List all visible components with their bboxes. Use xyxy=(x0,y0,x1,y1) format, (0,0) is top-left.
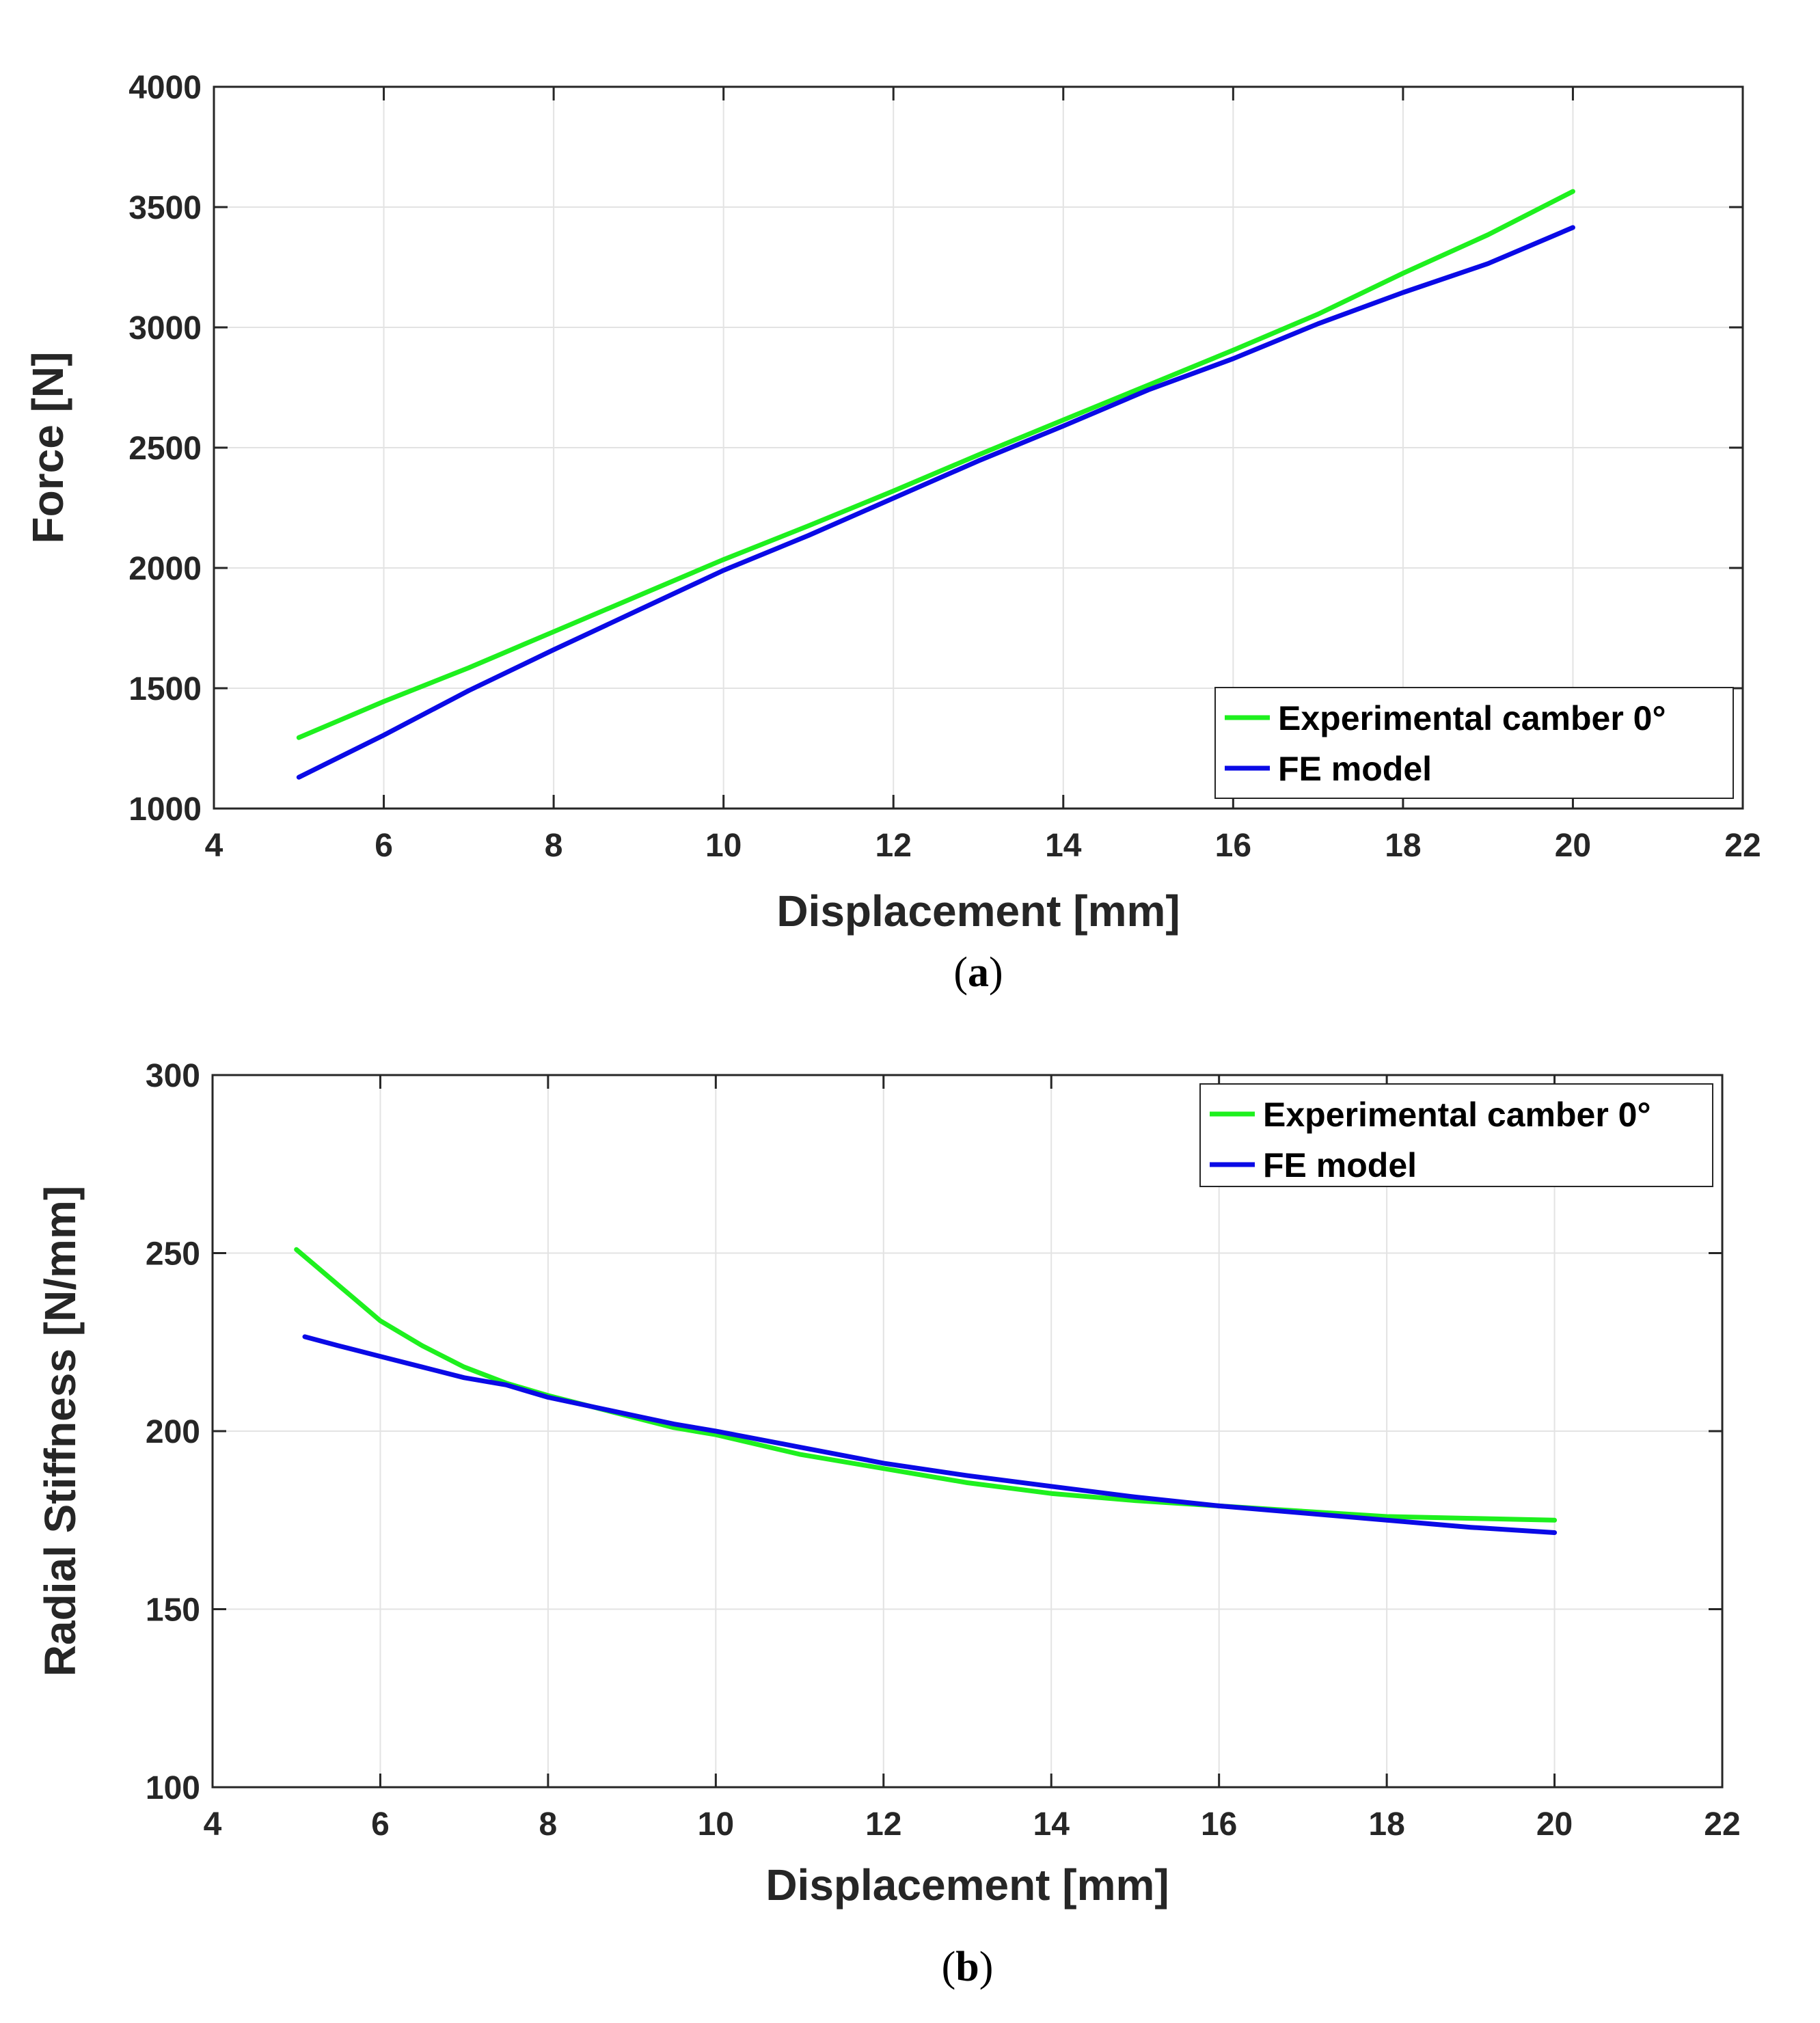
panel-caption: (b) xyxy=(942,1944,994,1990)
caption-open: ( xyxy=(953,949,968,996)
chart-panel-b: 4 6 8 10 12 14 16 18 20 22 100 150 200 250 300 Displace… xyxy=(36,1058,1741,1990)
x-tick-label: 20 xyxy=(1555,828,1591,864)
caption-close: ) xyxy=(989,949,1003,996)
x-tick-label: 6 xyxy=(371,1806,390,1843)
y-tick-label: 3000 xyxy=(128,310,202,347)
x-tick-label: 20 xyxy=(1536,1806,1573,1843)
legend-box xyxy=(1199,1083,1713,1187)
x-tick-label: 6 xyxy=(375,828,393,864)
y-tick-label: 3500 xyxy=(128,190,202,226)
y-tick-label: 100 xyxy=(146,1770,200,1806)
x-tick-label: 18 xyxy=(1385,828,1421,864)
x-tick-label: 18 xyxy=(1368,1806,1404,1843)
legend: Experimental camber 0° FE model xyxy=(1214,687,1734,799)
chart-panel-a: 4 6 8 10 12 14 16 18 20 22 1000 1500 2000 2500 3000 350… xyxy=(23,70,1761,996)
x-tick-label: 8 xyxy=(545,828,563,864)
x-tick-label: 4 xyxy=(204,1806,222,1843)
caption-letter: b xyxy=(955,1944,979,1990)
y-tick-label: 2000 xyxy=(128,551,202,587)
legend: Experimental camber 0° FE model xyxy=(1199,1083,1713,1187)
y-tick-label: 250 xyxy=(146,1236,200,1273)
legend-label: FE model xyxy=(1278,750,1432,788)
panel-caption: (a) xyxy=(953,949,1003,996)
series-line-fe-model xyxy=(302,1334,1558,1535)
x-tick-label: 14 xyxy=(1045,828,1082,864)
y-tick-label: 150 xyxy=(146,1592,200,1629)
y-tick-label: 4000 xyxy=(128,70,202,106)
x-tick-label: 12 xyxy=(875,828,912,864)
series-line-fe-model xyxy=(296,225,1575,780)
x-tick-label: 22 xyxy=(1724,828,1761,864)
legend-label: Experimental camber 0° xyxy=(1263,1096,1651,1134)
y-tick-label: 1000 xyxy=(128,791,202,828)
x-tick-label: 8 xyxy=(539,1806,558,1843)
x-axis-label: Displacement [mm] xyxy=(776,886,1180,936)
x-tick-label: 16 xyxy=(1215,828,1251,864)
y-axis-label: Force [N] xyxy=(23,352,72,544)
tick-group: 4 6 8 10 12 14 16 18 20 22 100 150 200 250 300 xyxy=(146,1058,1741,1843)
y-tick-label: 200 xyxy=(146,1414,200,1450)
x-tick-label: 10 xyxy=(705,828,742,864)
y-tick-label: 300 xyxy=(146,1058,200,1094)
x-tick-label: 10 xyxy=(698,1806,734,1843)
y-axis-label: Radial Stiffness [N/mm] xyxy=(36,1186,85,1676)
x-axis-label: Displacement [mm] xyxy=(765,1860,1169,1910)
tick-group: 4 6 8 10 12 14 16 18 20 22 1000 1500 2000 2500 3000 350… xyxy=(128,70,1761,864)
x-tick-label: 22 xyxy=(1704,1806,1740,1843)
legend-label: FE model xyxy=(1263,1146,1417,1184)
x-tick-label: 16 xyxy=(1201,1806,1237,1843)
x-tick-label: 14 xyxy=(1033,1806,1070,1843)
legend-label: Experimental camber 0° xyxy=(1278,699,1666,737)
y-tick-label: 1500 xyxy=(128,671,202,707)
x-tick-label: 12 xyxy=(865,1806,901,1843)
caption-close: ) xyxy=(979,1944,994,1990)
y-tick-label: 2500 xyxy=(128,431,202,467)
caption-letter: a xyxy=(968,949,989,996)
legend-box xyxy=(1214,687,1734,799)
series-line-experimental xyxy=(296,189,1575,740)
caption-open: ( xyxy=(942,1944,956,1990)
x-tick-label: 4 xyxy=(205,828,223,864)
